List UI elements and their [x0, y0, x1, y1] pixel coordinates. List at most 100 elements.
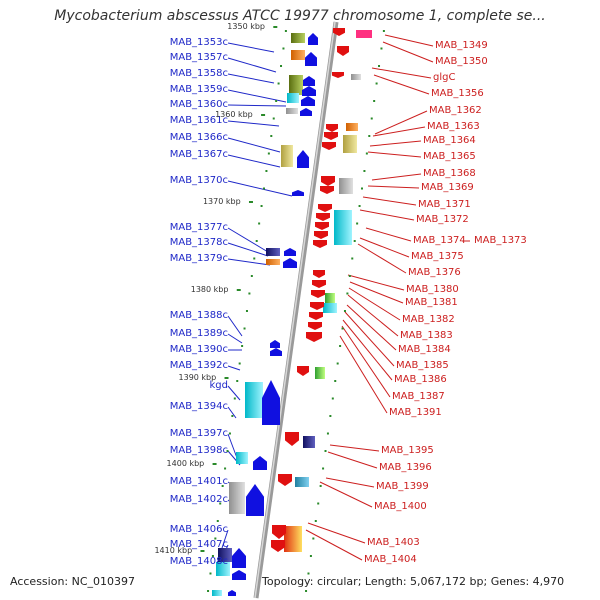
gene-label-mab_1353c[interactable]: MAB_1353c [169, 37, 228, 48]
gene-label-mab_1375[interactable]: MAB_1375 [411, 251, 464, 262]
gene-label-mab_1367c[interactable]: MAB_1367c [169, 149, 228, 160]
gene-label-mab_1398c[interactable]: MAB_1398c [169, 445, 228, 456]
gene-label-mab_1376[interactable]: MAB_1376 [408, 267, 461, 278]
tick-dot [360, 187, 363, 190]
leader-line [371, 173, 422, 181]
gene-label-mab_1350[interactable]: MAB_1350 [435, 56, 488, 67]
gene-label-mab_1390c[interactable]: MAB_1390c [169, 344, 228, 355]
forward-gene-arrow [312, 280, 326, 288]
reverse-gene-arrow [300, 108, 312, 116]
reverse-gene-arrow [253, 456, 267, 470]
gene-label-mab_1361c[interactable]: MAB_1361c [169, 115, 228, 126]
gene-label-mab_1389c[interactable]: MAB_1389c [169, 328, 228, 339]
gene-label-mab_1384[interactable]: MAB_1384 [398, 344, 451, 355]
gene-label-mab_1402c[interactable]: MAB_1402c [169, 494, 228, 505]
forward-gene-arrow [333, 28, 345, 36]
tick-dot [324, 450, 327, 452]
gene-label-mab_1360c[interactable]: MAB_1360c [169, 99, 228, 110]
leader-line [341, 325, 391, 398]
tick-dot [243, 327, 246, 330]
reverse-gene-arrow [297, 150, 309, 168]
tick-dot [356, 222, 359, 225]
forward-gene-arrow [310, 302, 324, 310]
tick-dot [305, 590, 308, 592]
reverse-gene-arrow [246, 484, 264, 516]
gene-label-glgc[interactable]: glgC [433, 72, 456, 83]
leader-line [325, 477, 375, 488]
chromosome-axis-highlight [254, 21, 336, 599]
tick-dot [380, 47, 383, 50]
kbp-tick [212, 463, 217, 465]
gene-label-mab_1349[interactable]: MAB_1349 [435, 40, 488, 51]
gene-label-mab_1395[interactable]: MAB_1395 [381, 445, 434, 456]
gene-label-mab_1364[interactable]: MAB_1364 [423, 135, 476, 146]
tick-dot [262, 187, 265, 190]
reverse-gene-arrow [228, 590, 236, 596]
leader-line [347, 274, 405, 291]
leader-line [227, 433, 238, 459]
gene-label-mab_1366c[interactable]: MAB_1366c [169, 132, 228, 143]
leader-line [327, 451, 378, 469]
gene-label-mab_1359c[interactable]: MAB_1359c [169, 84, 228, 95]
tick-dot [211, 555, 214, 557]
gene-label-mab_1399[interactable]: MAB_1399 [376, 481, 429, 492]
gene-label-mab_1406c[interactable]: MAB_1406c [169, 524, 228, 535]
gene-label-mab_1385[interactable]: MAB_1385 [396, 360, 449, 371]
kbp-tick [224, 377, 229, 379]
gene-label-mab_1378c[interactable]: MAB_1378c [169, 237, 228, 248]
leader-line [227, 333, 243, 344]
gene-label-mab_1357c[interactable]: MAB_1357c [169, 52, 228, 63]
gene-label-mab_1394c[interactable]: MAB_1394c [169, 401, 228, 412]
gene-label-kgd[interactable]: kgd [209, 380, 229, 391]
forward-gene-arrow [314, 231, 328, 239]
tick-dot [353, 240, 356, 242]
reverse-gene-arrow [232, 570, 246, 580]
reverse-gene-arrow [292, 190, 304, 196]
kbp-tick [248, 201, 253, 203]
gene-label-mab_1369[interactable]: MAB_1369 [421, 182, 474, 193]
gene-block [236, 452, 248, 464]
gene-label-mab_1404[interactable]: MAB_1404 [364, 554, 417, 565]
gene-label-mab_1382[interactable]: MAB_1382 [402, 314, 455, 325]
gene-label-mab_1387[interactable]: MAB_1387 [392, 391, 445, 402]
gene-label-mab_1356[interactable]: MAB_1356 [431, 88, 484, 99]
gene-label-mab_1370c[interactable]: MAB_1370c [169, 175, 228, 186]
gene-label-mab_1371[interactable]: MAB_1371 [418, 199, 471, 210]
gene-label-mab_1373[interactable]: MAB_1373 [474, 235, 527, 246]
tick-dot [260, 205, 263, 207]
gene-label-mab_1379c[interactable]: MAB_1379c [169, 253, 228, 264]
gene-label-mab_1377c[interactable]: MAB_1377c [169, 222, 228, 233]
gene-label-mab_1368[interactable]: MAB_1368 [423, 168, 476, 179]
gene-label-mab_1363[interactable]: MAB_1363 [427, 121, 480, 132]
gene-label-mab_1374[interactable]: MAB_1374 [413, 235, 466, 246]
gene-label-mab_1372[interactable]: MAB_1372 [416, 214, 469, 225]
forward-gene-arrow [308, 322, 322, 330]
gene-label-mab_1408c[interactable]: MAB_1408c [169, 556, 228, 567]
gene-label-mab_1380[interactable]: MAB_1380 [406, 284, 459, 295]
forward-gene-arrow [272, 525, 286, 539]
gene-label-mab_1407c[interactable]: MAB_1407c [169, 539, 228, 550]
forward-gene-arrow [297, 366, 309, 376]
gene-label-mab_1362[interactable]: MAB_1362 [429, 105, 482, 116]
gene-label-mab_1400[interactable]: MAB_1400 [374, 501, 427, 512]
leader-line [359, 237, 410, 258]
gene-label-mab_1403[interactable]: MAB_1403 [367, 537, 420, 548]
gene-label-mab_1392c[interactable]: MAB_1392c [169, 360, 228, 371]
gene-label-mab_1383[interactable]: MAB_1383 [400, 330, 453, 341]
gene-label-mab_1365[interactable]: MAB_1365 [423, 151, 476, 162]
forward-gene-arrow [326, 124, 338, 132]
gene-label-mab_1358c[interactable]: MAB_1358c [169, 68, 228, 79]
gene-label-mab_1388c[interactable]: MAB_1388c [169, 310, 228, 321]
reverse-gene-arrow [284, 248, 296, 256]
gene-label-mab_1381[interactable]: MAB_1381 [405, 297, 458, 308]
gene-label-mab_1386[interactable]: MAB_1386 [394, 374, 447, 385]
gene-label-mab_1391[interactable]: MAB_1391 [389, 407, 442, 418]
tick-dot [245, 310, 248, 312]
tick-dot [253, 257, 256, 260]
gene-label-mab_1401c[interactable]: MAB_1401c [169, 476, 228, 487]
kbp-label: 1360 kbp [215, 110, 253, 119]
gene-label-mab_1397c[interactable]: MAB_1397c [169, 428, 228, 439]
gene-block [287, 93, 299, 103]
tick-dot [255, 240, 258, 242]
gene-label-mab_1396[interactable]: MAB_1396 [379, 462, 432, 473]
